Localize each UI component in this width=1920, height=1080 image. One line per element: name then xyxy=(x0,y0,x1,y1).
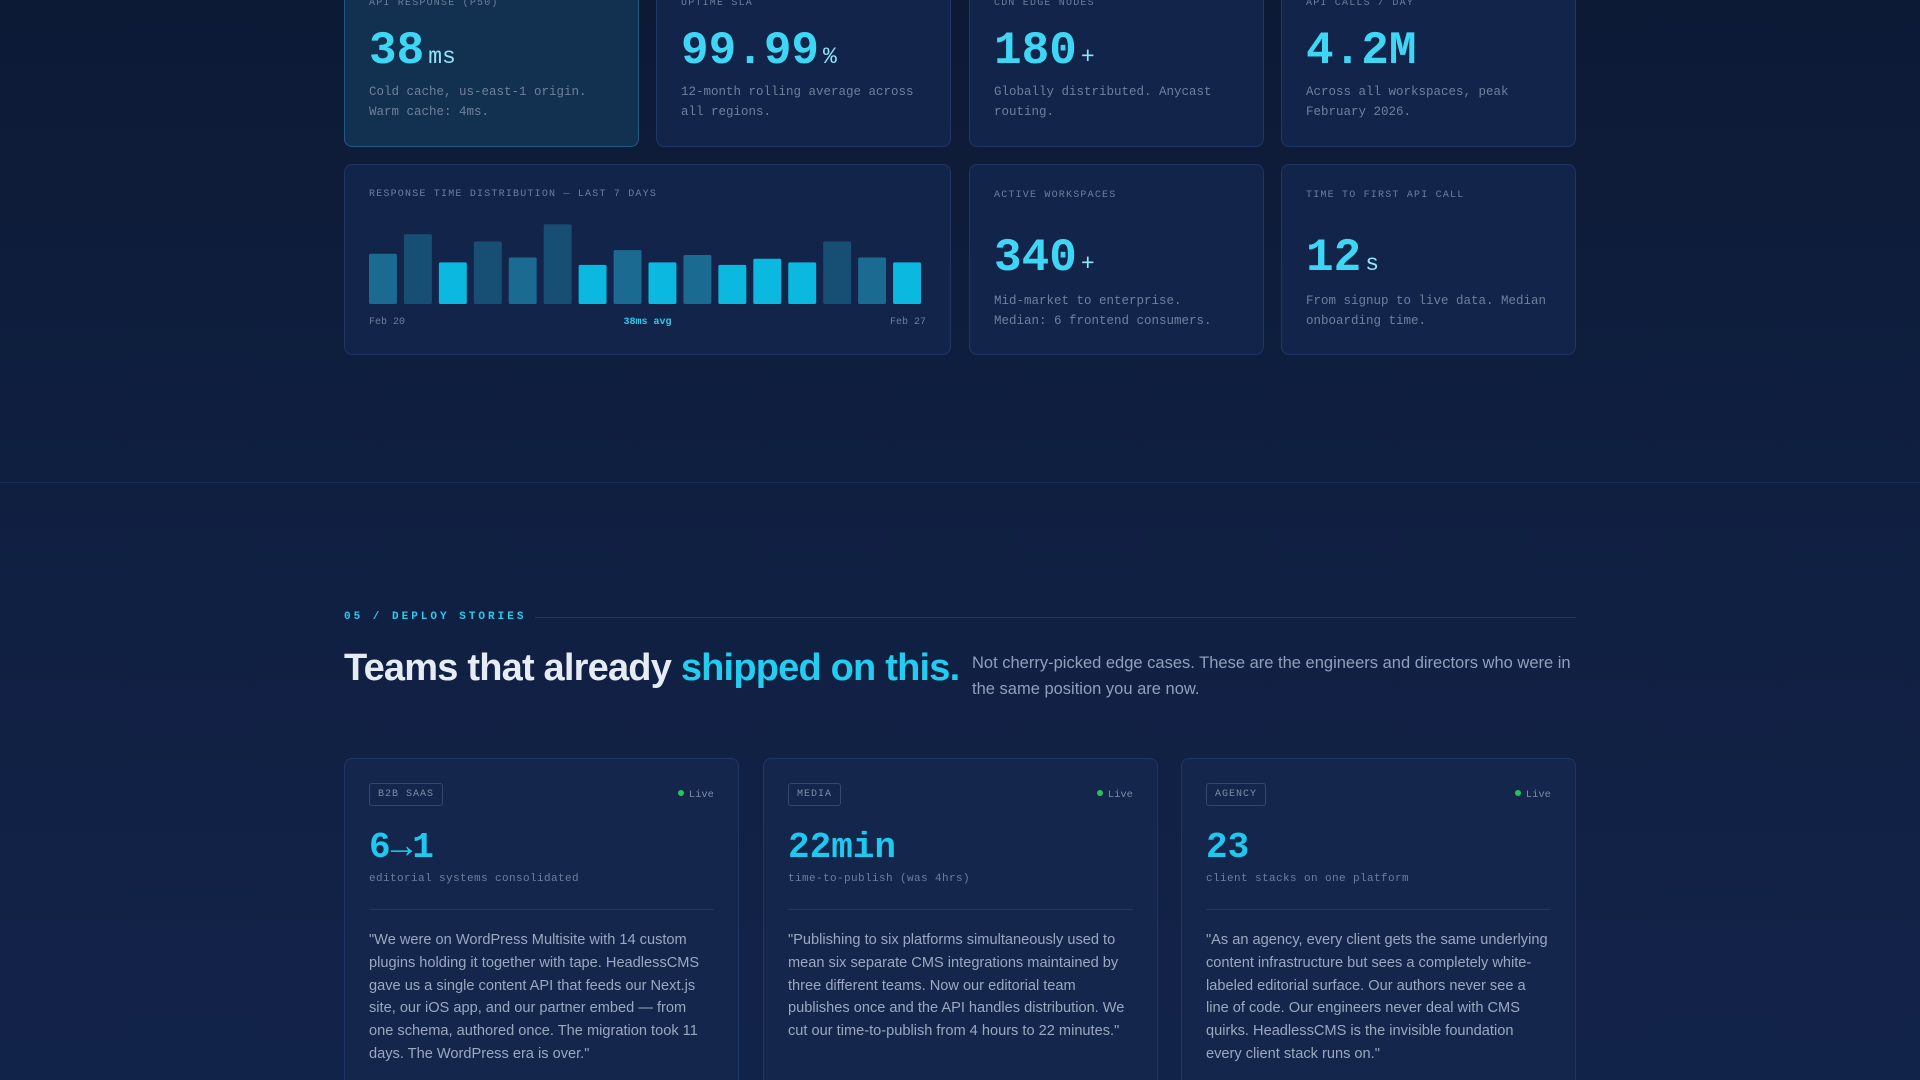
metric-desc: Across all workspaces, peak February 202… xyxy=(1306,85,1509,119)
story-separator xyxy=(1206,909,1551,910)
bar xyxy=(403,234,432,304)
bar xyxy=(753,258,782,304)
metric-card: CDN EDGE NODES 180 + Globally distributed. … xyxy=(969,0,1264,147)
metric-value-row: 38 ms xyxy=(369,28,456,74)
bar xyxy=(613,250,642,304)
metric-card: ACTIVE WORKSPACES 340 + Mid-market to enter… xyxy=(969,164,1264,355)
headline-accent: shipped on this. xyxy=(680,647,960,689)
metric-card: API RESPONSE (P50) 38 ms Cold cache, us-eas… xyxy=(344,0,639,147)
metric-label: CDN EDGE NODES xyxy=(994,0,1095,9)
bar xyxy=(508,257,537,304)
story-separator xyxy=(788,909,1133,910)
bar xyxy=(369,253,397,304)
headline: Teams that already shipped on this. xyxy=(344,647,960,690)
metric-unit: % xyxy=(823,44,837,70)
section-divider xyxy=(0,482,1920,483)
metric-value: 38 xyxy=(369,25,425,77)
story-quote: "As an agency, every client gets the sam… xyxy=(1206,932,1548,1062)
metric-value-row: 180 + xyxy=(994,28,1095,74)
metric-value-row: 340 + xyxy=(994,235,1095,281)
metric-desc: 12-month rolling average across all regi… xyxy=(681,85,914,119)
chart-end: Feb 27 xyxy=(889,317,926,328)
metric-card: TIME TO FIRST API CALL 12 s From signup to … xyxy=(1281,164,1576,355)
bar xyxy=(683,255,712,304)
bar xyxy=(473,241,502,304)
story-tag: B2B SAAS xyxy=(369,783,444,806)
story-card: AGENCY Live 23 client stacks on one platfor… xyxy=(1181,758,1576,1080)
chart-card: RESPONSE TIME DISTRIBUTION — LAST 7 DAYS… xyxy=(344,164,951,355)
metric-value-row: 4.2M xyxy=(1306,28,1416,74)
story-card: B2B SAAS Live 6→1 editorial systems consoli… xyxy=(344,758,739,1080)
eyebrow-rule xyxy=(535,617,1576,618)
story-separator xyxy=(369,909,714,910)
story-quote: "Publishing to six platforms simultaneou… xyxy=(788,932,1125,1040)
metric-card: API CALLS / DAY 4.2M Across all workspaces… xyxy=(1281,0,1576,147)
metric-unit: + xyxy=(1080,251,1095,277)
story-tag: AGENCY xyxy=(1206,783,1267,806)
story-card: MEDIA Live 22min time-to-publish (was 4hrs)… xyxy=(763,758,1158,1080)
bar xyxy=(788,262,817,304)
metric-value: 4.2M xyxy=(1306,25,1417,77)
story-stat: 22min xyxy=(788,827,897,868)
story-stat: 23 xyxy=(1206,827,1250,868)
story-status: Live xyxy=(1515,789,1551,801)
story-quote: "We were on WordPress Multisite with 14 … xyxy=(369,932,700,1062)
intro: Not cherry-picked edge cases. These are … xyxy=(972,654,1571,698)
metric-value: 180 xyxy=(994,25,1077,77)
metric-value: 99.99 xyxy=(681,25,820,77)
metric-unit: ms xyxy=(428,44,456,70)
metric-label: ACTIVE WORKSPACES xyxy=(994,190,1117,201)
bar xyxy=(578,264,607,304)
metric-label: API RESPONSE (P50) xyxy=(369,0,499,9)
metric-card: UPTIME SLA 99.99% 12-month rolling average… xyxy=(656,0,951,147)
metric-value: 12 xyxy=(1306,232,1362,284)
metric-value-row: 12 s xyxy=(1306,235,1379,281)
metric-desc: Globally distributed. Anycast routing. xyxy=(994,85,1212,119)
bar-chart xyxy=(369,224,921,304)
bar xyxy=(858,257,887,304)
bar xyxy=(438,262,467,304)
metric-desc: From signup to live data. Median onboard… xyxy=(1306,294,1547,328)
bar xyxy=(718,264,747,304)
bar xyxy=(823,241,852,304)
chart-start: Feb 20 xyxy=(369,317,406,328)
story-stat: 6→1 xyxy=(369,827,434,868)
metric-label: UPTIME SLA xyxy=(681,0,754,9)
metric-desc: Mid-market to enterprise. Median: 6 fron… xyxy=(994,294,1212,328)
chart-avg: 38ms avg xyxy=(623,317,672,328)
story-stat-caption: editorial systems consolidated xyxy=(369,873,580,885)
metric-value-row: 99.99% xyxy=(681,28,837,74)
bar xyxy=(543,224,572,304)
story-status: Live xyxy=(678,789,714,801)
bar xyxy=(648,262,677,304)
metric-label: TIME TO FIRST API CALL xyxy=(1306,190,1465,201)
metric-unit: s xyxy=(1365,251,1380,277)
eyebrow: 05 / DEPLOY STORIES xyxy=(344,611,527,623)
story-stat-caption: client stacks on one platform xyxy=(1206,873,1410,885)
metric-desc: Cold cache, us-east-1 origin. Warm cache… xyxy=(369,85,587,119)
story-status: Live xyxy=(1097,789,1133,801)
headline-text: Teams that already xyxy=(344,647,681,689)
metric-unit: + xyxy=(1080,44,1095,70)
metric-label: API CALLS / DAY xyxy=(1306,0,1415,9)
story-tag: MEDIA xyxy=(788,783,842,806)
bar xyxy=(893,262,921,304)
chart-label: RESPONSE TIME DISTRIBUTION — LAST 7 DAYS xyxy=(369,189,658,200)
metric-value: 340 xyxy=(994,232,1077,284)
story-stat-caption: time-to-publish (was 4hrs) xyxy=(788,873,971,885)
